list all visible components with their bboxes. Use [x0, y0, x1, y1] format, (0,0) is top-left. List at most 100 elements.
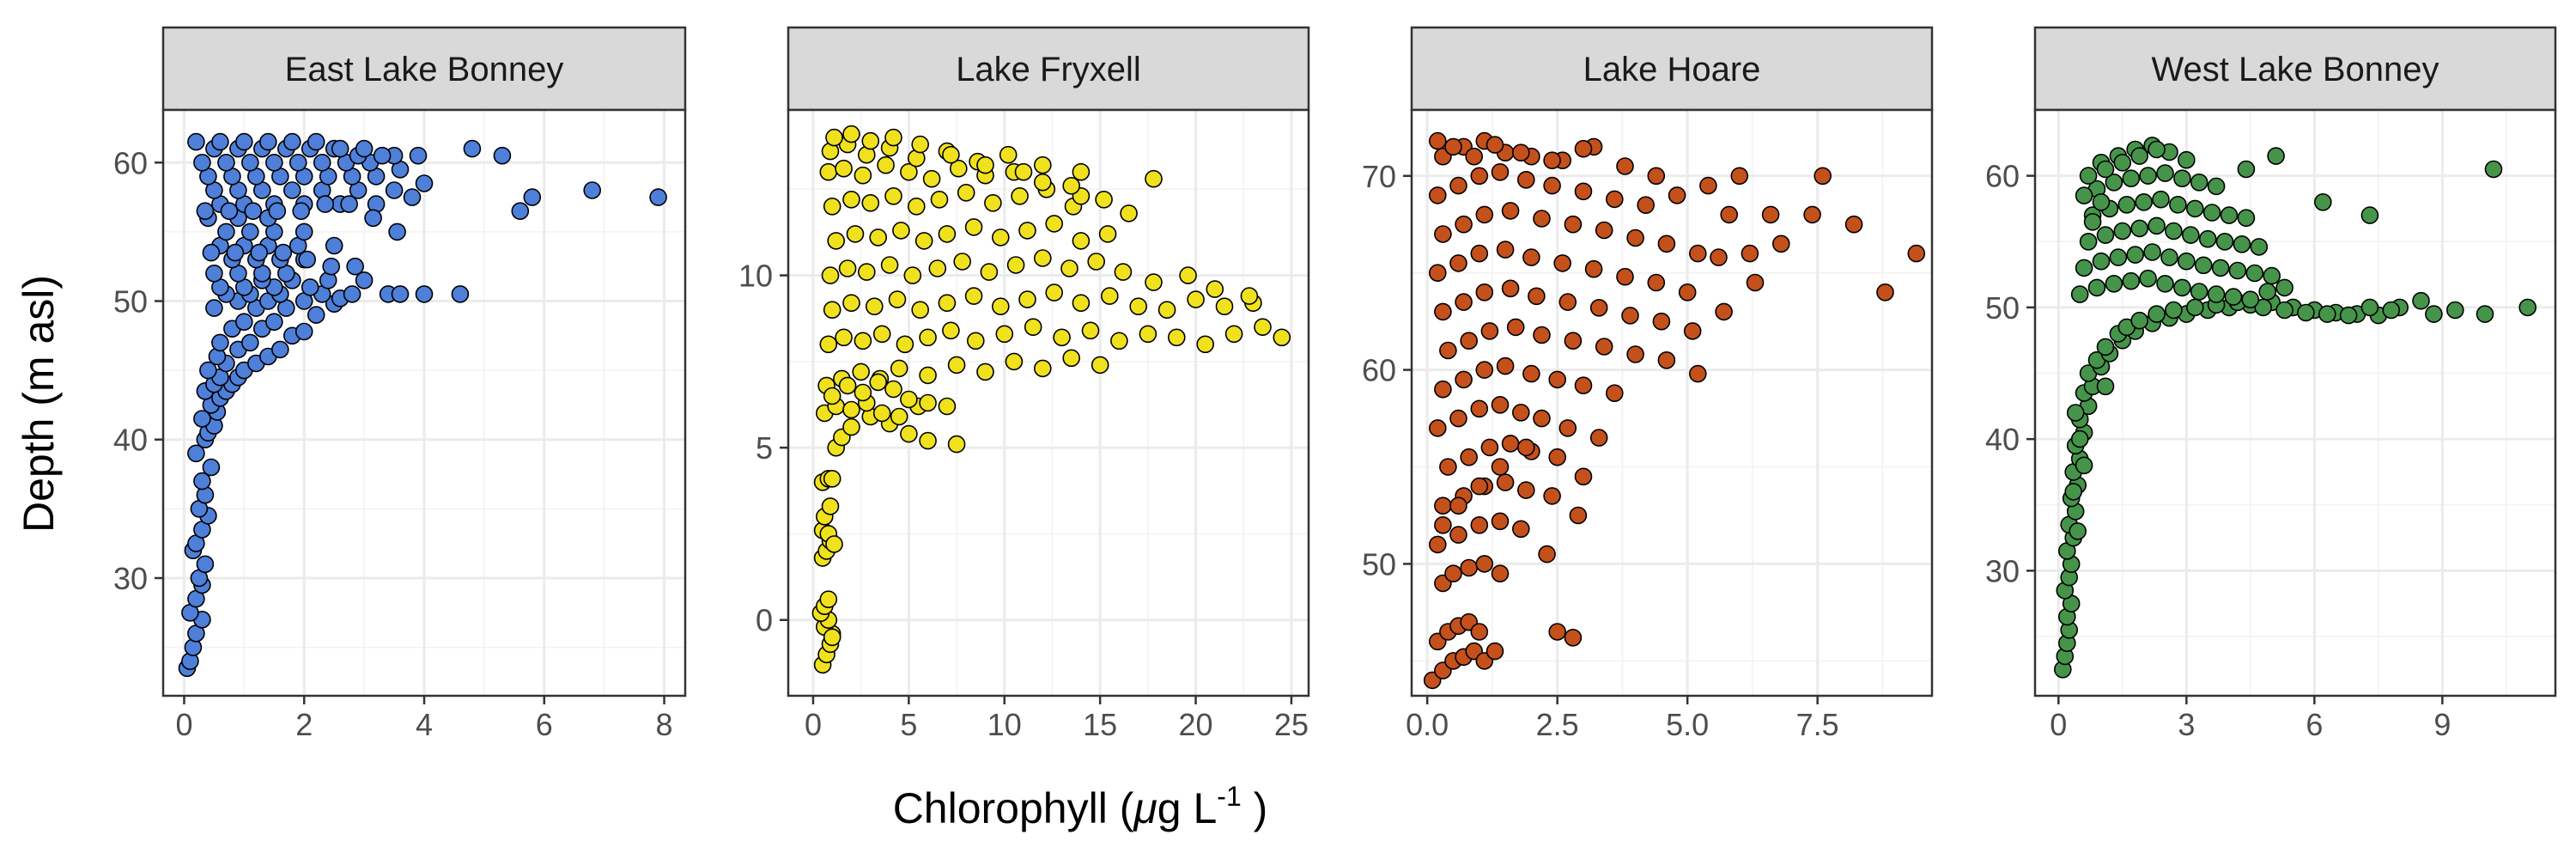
panel-2: Lake Fryxell 0 5 10 15 20 25 0 5 10	[738, 26, 1310, 742]
data-point	[999, 145, 1018, 164]
data-point	[1647, 273, 1666, 292]
y-tick-label: 10	[738, 259, 773, 294]
data-point	[2130, 219, 2148, 238]
plot-area	[2035, 110, 2555, 696]
data-point	[2245, 264, 2264, 283]
data-point	[838, 259, 857, 277]
data-point	[322, 257, 341, 276]
data-point	[1011, 187, 1029, 205]
data-point	[1548, 370, 1566, 389]
data-point	[1060, 259, 1078, 277]
panel-title: West Lake Bonney	[2151, 51, 2439, 88]
data-point	[825, 535, 843, 553]
data-point	[942, 321, 960, 340]
data-point	[2297, 303, 2315, 322]
data-point	[2075, 259, 2093, 277]
data-point	[2318, 305, 2336, 323]
data-point	[1045, 283, 1063, 302]
data-point	[884, 380, 902, 399]
data-point	[1470, 244, 1489, 263]
panel-title: East Lake Bonney	[285, 51, 564, 88]
data-point	[877, 155, 895, 174]
data-point	[1206, 280, 1224, 298]
data-point	[1455, 370, 1473, 389]
data-point	[2075, 186, 2093, 204]
x-tick-label: 0.0	[1406, 707, 1449, 742]
data-point	[2241, 290, 2260, 309]
data-point	[865, 297, 884, 316]
x-axis-label-exponent: -1	[1217, 781, 1241, 812]
data-point	[2105, 174, 2123, 192]
data-point	[583, 181, 602, 199]
data-point	[385, 181, 404, 199]
data-point	[869, 228, 888, 247]
data-point	[1062, 349, 1080, 368]
data-point	[199, 361, 217, 380]
data-point	[1110, 332, 1128, 350]
data-point	[880, 256, 899, 274]
data-point	[202, 243, 221, 262]
data-point	[861, 194, 880, 212]
data-point	[1564, 215, 1583, 234]
data-point	[900, 162, 918, 181]
data-point	[838, 376, 857, 395]
data-point	[1528, 287, 1546, 306]
data-point	[1689, 244, 1707, 263]
data-point	[1024, 318, 1042, 337]
data-point	[896, 335, 914, 354]
data-point	[821, 497, 840, 515]
data-point	[1444, 564, 1462, 583]
data-point	[2070, 430, 2089, 448]
y-tick-label: 5	[756, 430, 773, 466]
data-point	[888, 290, 907, 308]
y-tick-label: 30	[113, 561, 148, 596]
data-point	[2113, 222, 2132, 241]
data-point	[1621, 307, 1639, 325]
y-tick-label: 60	[113, 145, 148, 180]
data-point	[1496, 241, 1515, 259]
data-point	[2267, 147, 2285, 165]
data-point	[649, 188, 667, 206]
data-point	[823, 628, 841, 647]
data-point	[1449, 497, 1467, 515]
data-point	[854, 166, 872, 185]
data-point	[1449, 409, 1467, 428]
data-points	[2054, 137, 2537, 679]
data-point	[992, 228, 1010, 247]
data-point	[1710, 248, 1728, 266]
data-point	[2079, 167, 2098, 185]
data-point	[2152, 190, 2170, 209]
data-point	[2122, 169, 2141, 187]
data-point	[1470, 399, 1489, 418]
y-tick-label: 50	[1362, 546, 1396, 582]
data-point	[2160, 248, 2178, 266]
data-point	[2139, 269, 2157, 288]
data-point	[2156, 164, 2174, 182]
data-point	[325, 236, 343, 255]
data-point	[823, 469, 841, 488]
data-point	[1475, 205, 1494, 224]
data-point	[2263, 266, 2281, 285]
y-tick-label: 40	[113, 423, 148, 458]
data-point	[842, 417, 860, 436]
data-point	[1574, 467, 1593, 486]
x-tick-label: 9	[2433, 707, 2451, 742]
data-point	[1215, 297, 1234, 316]
data-point	[2092, 193, 2111, 211]
y-tick-label: 50	[113, 283, 148, 319]
data-point	[911, 135, 929, 154]
data-point	[1449, 526, 1467, 544]
data-point	[1761, 205, 1780, 224]
data-point	[1512, 520, 1530, 539]
data-point	[391, 285, 410, 303]
data-point	[2220, 206, 2239, 224]
data-point	[264, 313, 283, 332]
data-point	[2109, 248, 2128, 266]
data-point	[346, 257, 364, 276]
data-point	[250, 243, 269, 262]
data-point	[950, 159, 968, 178]
data-point	[819, 335, 838, 354]
data-point	[2169, 196, 2187, 214]
data-point	[984, 194, 1002, 212]
data-point	[957, 184, 975, 202]
